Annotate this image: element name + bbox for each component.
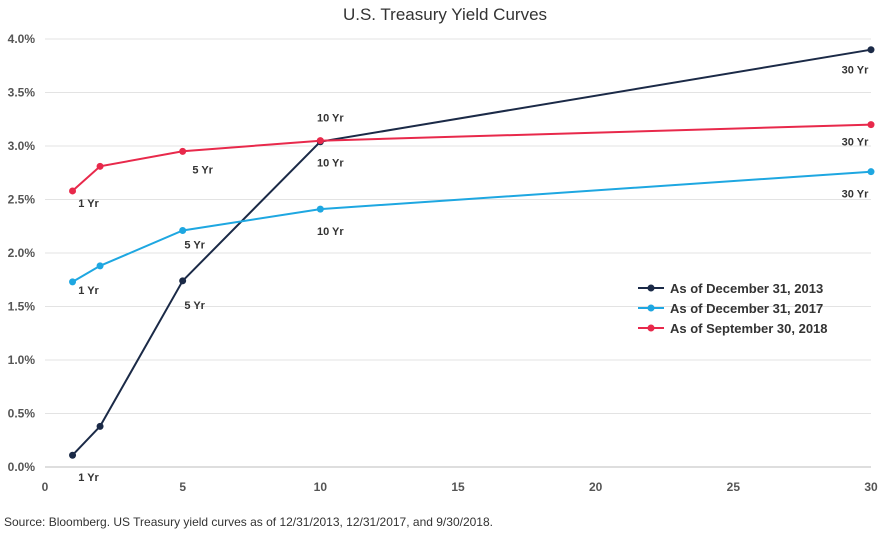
series-group [69,46,875,459]
y-tick-label: 1.0% [8,353,36,367]
yield-curve-chart: U.S. Treasury Yield Curves 0.0% 0.5% 1.0% 1… [8,5,878,494]
point-label: 1 Yr [78,285,99,297]
data-point [316,205,324,213]
point-label: 10 Yr [317,113,344,125]
point-label: 5 Yr [184,240,205,252]
y-tick-label: 0.0% [8,460,36,474]
data-point [179,277,187,285]
legend-marker [647,324,655,332]
y-tick-label: 0.5% [8,407,36,421]
legend-label: As of December 31, 2013 [670,281,823,296]
data-point [316,137,324,145]
point-label: 30 Yr [842,189,869,201]
series-line [71,123,872,192]
x-tick-label: 25 [727,480,741,494]
data-point [867,168,875,176]
x-tick-label: 0 [42,480,49,494]
legend: As of December 31, 2013 As of December 31… [638,281,828,336]
data-point [69,451,77,459]
x-tick-label: 15 [451,480,465,494]
x-tick-label: 30 [864,480,878,494]
data-point [69,187,77,195]
x-axis: 0 5 10 15 20 25 30 [42,480,878,494]
data-point [69,278,77,286]
point-label: 10 Yr [317,226,344,238]
series-line [71,170,872,283]
data-point [867,121,875,129]
point-label: 10 Yr [317,158,344,170]
x-tick-label: 5 [179,480,186,494]
legend-marker [647,284,655,292]
data-point [179,147,187,155]
legend-label: As of December 31, 2017 [670,301,823,316]
grid-lines [45,38,871,468]
data-point [96,262,104,270]
data-point [96,422,104,430]
legend-label: As of September 30, 2018 [670,321,828,336]
data-point [179,227,187,235]
point-label: 30 Yr [842,137,869,149]
y-axis: 0.0% 0.5% 1.0% 1.5% 2.0% 2.5% 3.0% 3.5% 4.0% [8,32,36,474]
y-tick-label: 4.0% [8,32,36,46]
chart-title: U.S. Treasury Yield Curves [343,5,547,24]
point-label: 5 Yr [192,164,213,176]
data-point [96,162,104,170]
point-label: 1 Yr [78,472,99,484]
y-tick-label: 2.5% [8,193,36,207]
y-tick-label: 3.5% [8,86,36,100]
x-tick-label: 20 [589,480,603,494]
data-point [867,46,875,54]
point-label: 1 Yr [78,198,99,210]
source-note: Source: Bloomberg. US Treasury yield cur… [4,515,493,529]
y-tick-label: 1.5% [8,300,36,314]
y-tick-label: 3.0% [8,139,36,153]
point-labels: 1 Yr 5 Yr 10 Yr 30 Yr 1 Yr 5 Yr 10 Yr 30 Yr 1 Yr… [78,65,869,485]
legend-marker [647,304,655,312]
y-tick-label: 2.0% [8,246,36,260]
x-tick-label: 10 [314,480,328,494]
point-label: 30 Yr [842,65,869,77]
series-line [71,48,872,456]
point-label: 5 Yr [184,300,205,312]
